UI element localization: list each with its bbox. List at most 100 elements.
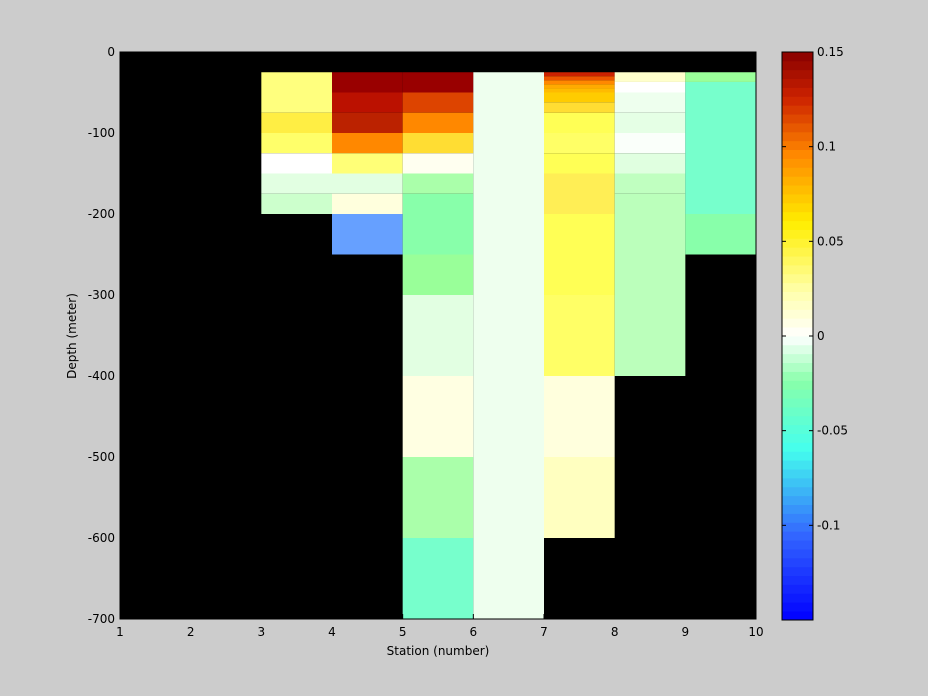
colorbar-segment — [782, 60, 813, 71]
heatmap-cell — [402, 92, 474, 113]
heatmap-cell — [544, 295, 615, 376]
colorbar-segment — [782, 504, 813, 514]
colorbar-segment — [782, 167, 813, 177]
heatmap-cell — [544, 457, 615, 538]
colorbar-segment — [782, 140, 813, 151]
colorbar-segment — [782, 389, 813, 399]
colorbar-segment — [782, 566, 813, 577]
colorbar-segment — [782, 131, 813, 142]
heatmap-cell — [544, 376, 615, 457]
heatmap-cells — [261, 72, 756, 619]
heatmap-cell — [544, 76, 615, 81]
colorbar-segment — [782, 380, 813, 390]
colorbar-segment — [782, 433, 813, 443]
colorbar-segment — [782, 336, 813, 346]
heatmap-cell — [614, 72, 686, 82]
heatmap-cell — [544, 173, 615, 214]
colorbar-segment — [782, 451, 813, 461]
colorbar-segment — [782, 593, 813, 603]
colorbar-segment — [782, 602, 813, 612]
heatmap-cell — [402, 153, 474, 174]
colorbar-segment — [782, 149, 813, 159]
heatmap-cell — [544, 112, 615, 133]
heatmap-cell — [614, 193, 686, 376]
colorbar-segment — [782, 52, 813, 62]
colorbar-segment — [782, 282, 813, 293]
colorbar-segment — [782, 424, 813, 435]
heatmap-cell — [332, 72, 403, 93]
heatmap-cell — [332, 92, 403, 113]
colorbar-segment — [782, 123, 813, 133]
colorbar-segment — [782, 362, 813, 372]
colorbar-segment — [782, 407, 813, 417]
heatmap-cell — [614, 81, 686, 93]
colorbar-segment — [782, 495, 813, 506]
plot-frame — [119, 51, 757, 620]
x-tick-label: 4 — [328, 625, 336, 639]
colorbar-segment — [782, 176, 813, 186]
colorbar-segment — [782, 478, 813, 488]
heatmap-cell — [685, 81, 756, 214]
x-tick-label: 5 — [399, 625, 407, 639]
colorbar-segment — [782, 96, 813, 106]
colorbar-tick-label: -0.05 — [817, 424, 848, 438]
colorbar-tick-label: -0.1 — [817, 518, 840, 532]
colorbar-tick-label: 0.1 — [817, 140, 836, 154]
colorbar-segment — [782, 460, 813, 470]
heatmap-cell — [402, 133, 474, 154]
heatmap-cell — [614, 112, 686, 133]
heatmap-cell — [544, 102, 615, 113]
heatmap-cell — [544, 92, 615, 103]
x-tick-label: 9 — [682, 625, 690, 639]
colorbar-segment — [782, 469, 813, 479]
heatmap-cell — [402, 193, 474, 255]
colorbar-segment — [782, 185, 813, 195]
heatmap-cell — [544, 88, 615, 93]
colorbar-segment — [782, 194, 813, 204]
heatmap-cell — [402, 376, 474, 457]
colorbar-segment — [782, 486, 813, 497]
x-tick-label: 10 — [748, 625, 763, 639]
colorbar-segment — [782, 229, 813, 239]
colorbar-segment — [782, 291, 813, 301]
colorbar-segment — [782, 344, 813, 355]
colorbar-segment — [782, 273, 813, 284]
colorbar-segment — [782, 309, 813, 319]
colorbar-gradient — [782, 52, 813, 621]
heatmap-cell — [261, 92, 332, 113]
colorbar-tick-label: 0.15 — [817, 45, 844, 59]
heatmap-cell — [261, 173, 332, 194]
colorbar: 0.15 0.1 0.05 0 -0.05 -0.1 — [781, 45, 848, 621]
heatmap-cell — [544, 80, 615, 85]
heatmap-cell — [544, 133, 615, 154]
heatmap-cell — [332, 214, 403, 255]
y-axis: 0 -100 -200 -300 -400 -500 -600 -700 — [88, 45, 125, 626]
colorbar-segment — [782, 87, 813, 97]
colorbar-segment — [782, 78, 813, 88]
colorbar-segment — [782, 584, 813, 594]
heatmap-cell — [614, 92, 686, 113]
colorbar-segment — [782, 371, 813, 381]
colorbar-segment — [782, 69, 813, 80]
colorbar-segment — [782, 265, 813, 275]
colorbar-segment — [782, 575, 813, 585]
heatmap-cell — [261, 112, 332, 133]
heatmap-cell — [402, 538, 474, 619]
y-tick-label: -400 — [88, 369, 115, 383]
colorbar-segment — [782, 114, 813, 124]
plot-area — [119, 51, 757, 620]
colorbar-segment — [782, 318, 813, 328]
heatmap-cell — [332, 193, 403, 214]
y-tick-label: -100 — [88, 126, 115, 140]
colorbar-segment — [782, 522, 813, 532]
colorbar-segment — [782, 353, 813, 364]
y-tick-label: -500 — [88, 450, 115, 464]
x-axis: 1 2 3 4 5 6 7 8 9 10 — [116, 614, 764, 639]
colorbar-segment — [782, 415, 813, 426]
x-tick-label: 7 — [540, 625, 548, 639]
heatmap-cell — [544, 214, 615, 295]
heatmap-cell — [402, 112, 474, 133]
heatmap-cell — [685, 214, 756, 255]
heatmap-cell — [261, 193, 332, 214]
heatmap-cell — [261, 133, 332, 154]
